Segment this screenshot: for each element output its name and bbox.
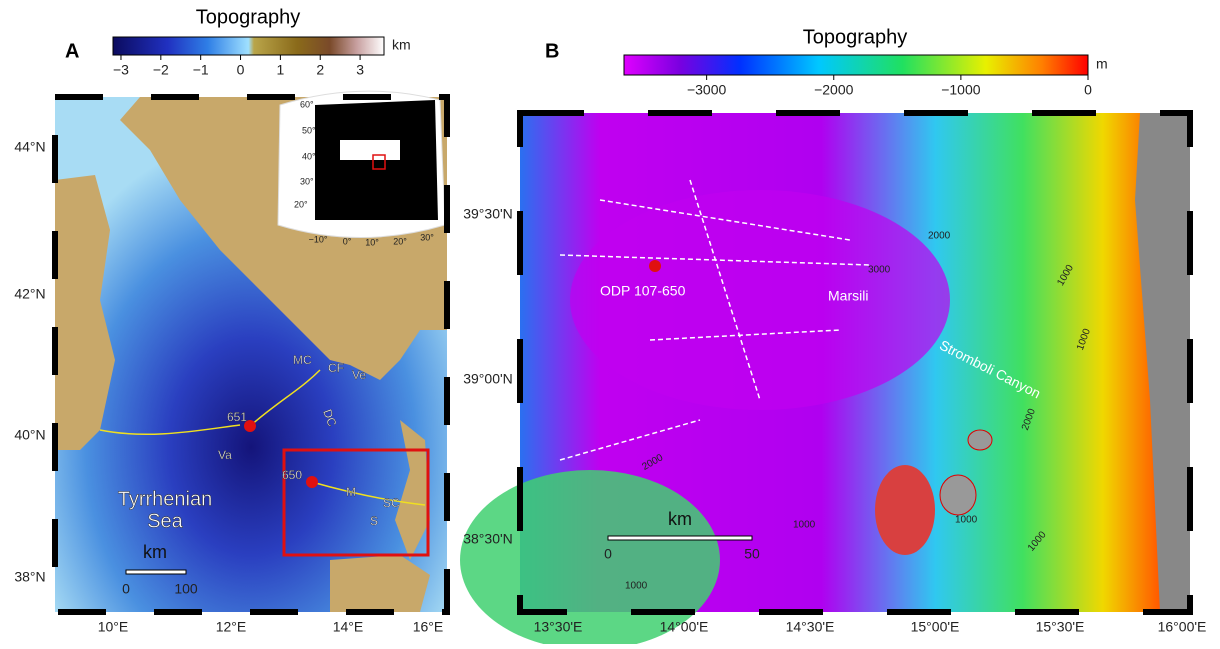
scale-bar — [607, 535, 753, 541]
land — [330, 555, 430, 612]
lat-label: 40°N — [14, 427, 45, 443]
colorbar-tick-label: −2000 — [814, 82, 854, 98]
inset-lon: −10° — [309, 234, 328, 244]
label: SC — [383, 496, 400, 510]
inset-sea — [340, 140, 400, 160]
panel-a: A Topography km MC CF Ve DC 651 650 Va M… — [14, 6, 450, 635]
island — [967, 429, 993, 451]
scale-unit: km — [668, 509, 692, 529]
contour-label: 1000 — [793, 520, 816, 531]
land — [55, 175, 115, 450]
land — [1135, 113, 1190, 612]
lat-label: 44°N — [14, 139, 45, 155]
scale-unit: km — [143, 542, 167, 562]
colorbar-tick-label: −1000 — [941, 82, 981, 98]
contour-label: 3000 — [868, 265, 891, 276]
colorbar-tick-label: −3000 — [687, 82, 727, 98]
label: CF — [328, 361, 344, 375]
contour-label: 1000 — [955, 515, 978, 526]
lon-label: 16°00'E — [1158, 619, 1207, 635]
inset-lat: 30° — [300, 176, 314, 186]
site — [649, 260, 661, 272]
lon-label: 14°E — [333, 619, 364, 635]
inset-lat: 60° — [300, 99, 314, 109]
channels — [99, 369, 426, 506]
lon-label: 14°30'E — [786, 619, 835, 635]
island — [875, 465, 935, 555]
site-650 — [306, 476, 318, 488]
label: S — [370, 514, 378, 528]
label: MC — [293, 353, 312, 367]
lat-label: 42°N — [14, 286, 45, 302]
colorbar-tick-label: −3 — [113, 62, 129, 78]
lat-label: 38°N — [14, 569, 45, 585]
scale-label: 100 — [174, 581, 198, 597]
lat-label: 38°30'N — [463, 531, 513, 547]
colorbar-tick-label: −2 — [153, 62, 169, 78]
colorbar-tick-label: 0 — [237, 62, 245, 78]
lat-label: 39°00'N — [463, 371, 513, 387]
lon-label: 16°E — [413, 619, 444, 635]
map-frame — [517, 110, 1193, 615]
colorbar-unit: m — [1096, 56, 1108, 72]
scale-label: 0 — [604, 546, 612, 562]
label: 650 — [282, 468, 302, 482]
colorbar-tick-label: 1 — [276, 62, 284, 78]
label: Marsili — [828, 288, 868, 304]
colorbar-tick-label: 2 — [316, 62, 324, 78]
inset-box — [372, 154, 386, 170]
scale-label: 0 — [122, 581, 130, 597]
basin — [570, 190, 950, 410]
inset-lon: 30° — [420, 232, 434, 242]
lon-label: 15°30'E — [1036, 619, 1085, 635]
shelf — [460, 470, 720, 649]
island — [939, 474, 977, 516]
site-651 — [244, 420, 256, 432]
colorbar-tick-label: −1 — [193, 62, 209, 78]
scale-bar — [125, 569, 187, 575]
panel-letter: B — [545, 40, 559, 62]
lon-label: 15°00'E — [911, 619, 960, 635]
colorbar-unit: km — [392, 37, 411, 53]
contour-label: 1000 — [625, 581, 648, 592]
colorbar-tick-label: 0 — [1084, 82, 1092, 98]
sea-name: Tyrrhenian — [118, 488, 213, 510]
inset-lon: 10° — [365, 237, 379, 247]
inset-lon: 0° — [343, 236, 352, 246]
panel-b: B Topography m ODP 107-650 Marsili Strom… — [460, 26, 1207, 649]
label: ODP 107-650 — [600, 283, 686, 299]
inset-lon: 20° — [393, 236, 407, 246]
colorbar — [623, 54, 1089, 76]
colorbar-title: Topography — [196, 6, 301, 28]
label: DC — [320, 407, 339, 428]
colorbar-tick-label: 3 — [356, 62, 364, 78]
inset-lat: 20° — [294, 199, 308, 209]
survey-lines — [559, 179, 871, 461]
study-box — [282, 448, 430, 557]
map-frame — [52, 94, 450, 615]
colorbar-title: Topography — [803, 26, 908, 48]
inset-lat: 50° — [302, 125, 316, 135]
lat-label: 39°30'N — [463, 206, 513, 222]
lon-label: 10°E — [98, 619, 129, 635]
contour-label: 2000 — [928, 231, 951, 242]
panel-letter: A — [65, 40, 79, 62]
label: Ve — [352, 368, 366, 382]
lon-label: 12°E — [216, 619, 247, 635]
sea-name: Sea — [147, 510, 183, 532]
lon-label: 13°30'E — [534, 619, 583, 635]
inset-lat: 40° — [302, 151, 316, 161]
label: 651 — [227, 410, 247, 424]
colorbar — [112, 36, 385, 56]
scale-label: 50 — [744, 546, 760, 562]
label: M — [346, 485, 356, 499]
lon-label: 14°00'E — [660, 619, 709, 635]
label: Va — [218, 448, 232, 462]
land — [395, 420, 430, 560]
